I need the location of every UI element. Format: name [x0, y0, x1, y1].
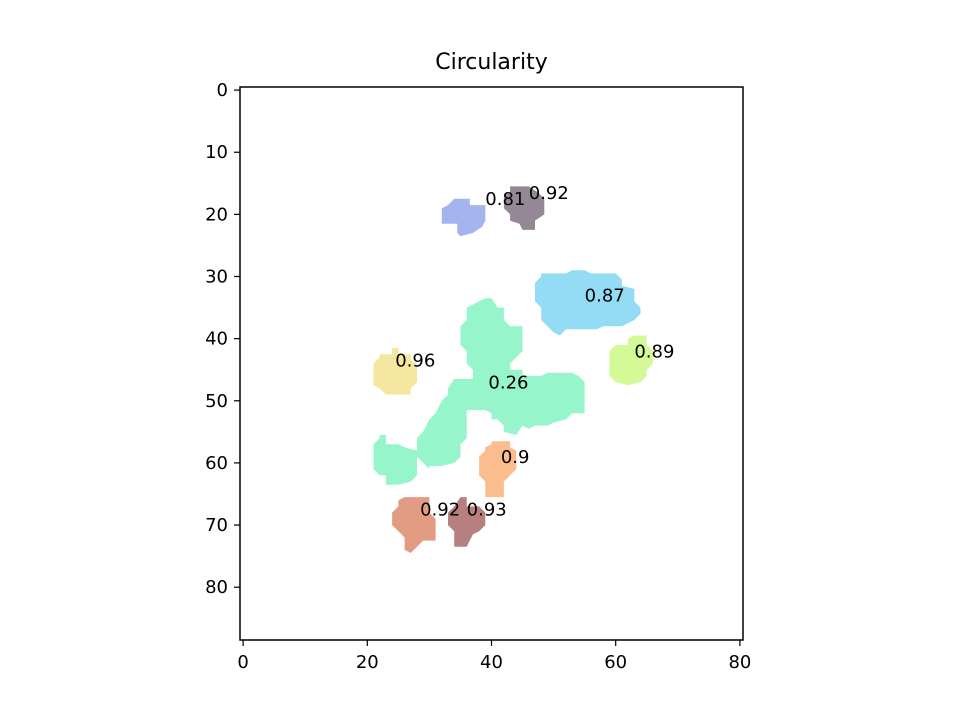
region-label-1: 0.92 [529, 183, 569, 204]
y-tick-label-3: 30 [205, 267, 228, 288]
y-tick-label-1: 10 [205, 142, 228, 163]
region-label-8: 0.93 [467, 500, 507, 521]
region-5 [417, 298, 585, 470]
region-label-3: 0.89 [634, 341, 674, 362]
y-axis: 0 10 20 30 40 50 60 70 80 [205, 80, 240, 598]
region-4 [373, 348, 417, 395]
x-tick-label-3: 60 [604, 652, 627, 673]
y-tick-label-8: 80 [205, 577, 228, 598]
region-label-6: 0.9 [501, 447, 530, 468]
y-tick-label-7: 70 [205, 515, 228, 536]
labels-layer: 0.81 0.920.870.890.960.260.90.92 0.93 [395, 183, 674, 521]
region-label-5: 0.26 [488, 372, 528, 393]
y-tick-label-6: 60 [205, 453, 228, 474]
x-tick-label-2: 40 [480, 652, 503, 673]
region-label-2: 0.87 [585, 285, 625, 306]
region-1 [503, 186, 545, 230]
region-2 [535, 270, 641, 336]
region-8 [448, 497, 486, 547]
region-label-0: 0.81 [485, 189, 525, 210]
chart-title: Circularity [435, 50, 548, 75]
y-tick-label-5: 50 [205, 391, 228, 412]
regions-layer [373, 186, 653, 553]
region-7 [392, 497, 436, 553]
x-tick-label-4: 80 [728, 652, 751, 673]
region-6 [479, 441, 517, 498]
region-5-part [373, 435, 417, 485]
region-3 [609, 335, 653, 386]
y-tick-label-4: 40 [205, 329, 228, 350]
x-axis: 0 20 40 60 80 [237, 640, 751, 673]
x-tick-label-1: 20 [356, 652, 379, 673]
y-tick-label-2: 20 [205, 204, 228, 225]
y-tick-label-0: 0 [217, 80, 228, 101]
region-label-7: 0.92 [420, 500, 460, 521]
region-0 [441, 198, 486, 237]
region-label-4: 0.96 [395, 351, 435, 372]
x-tick-label-0: 0 [237, 652, 248, 673]
